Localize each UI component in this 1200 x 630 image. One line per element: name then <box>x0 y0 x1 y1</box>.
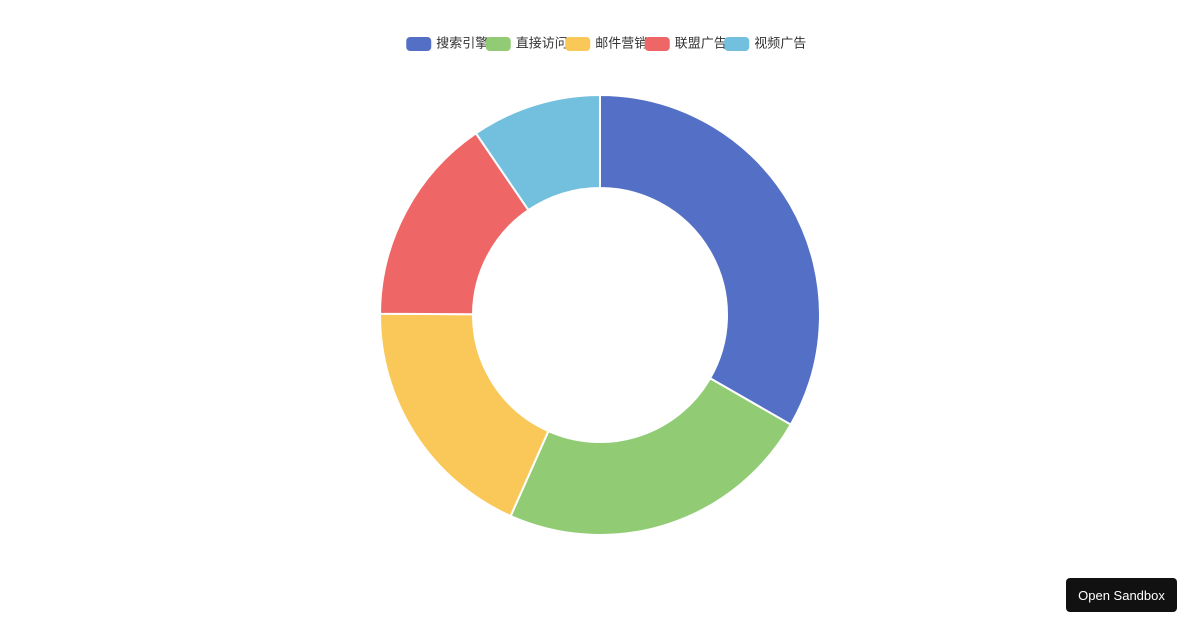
legend-label: 视频广告 <box>754 37 806 52</box>
legend-swatch <box>644 37 670 51</box>
legend-label: 邮件营销 <box>595 37 647 52</box>
donut-slice <box>509 377 792 536</box>
legend-label: 联盟广告 <box>675 37 727 52</box>
donut-slice <box>599 94 821 426</box>
legend-label: 搜索引擎 <box>436 37 488 52</box>
legend-swatch <box>565 37 591 51</box>
legend-swatch <box>724 37 750 51</box>
legend-swatch <box>485 37 511 51</box>
open-sandbox-button[interactable]: Open Sandbox <box>1066 578 1177 612</box>
donut-slice <box>379 312 550 518</box>
legend-label: 直接访问 <box>516 36 568 52</box>
donut-slice <box>474 94 601 212</box>
legend-swatch <box>406 37 432 51</box>
